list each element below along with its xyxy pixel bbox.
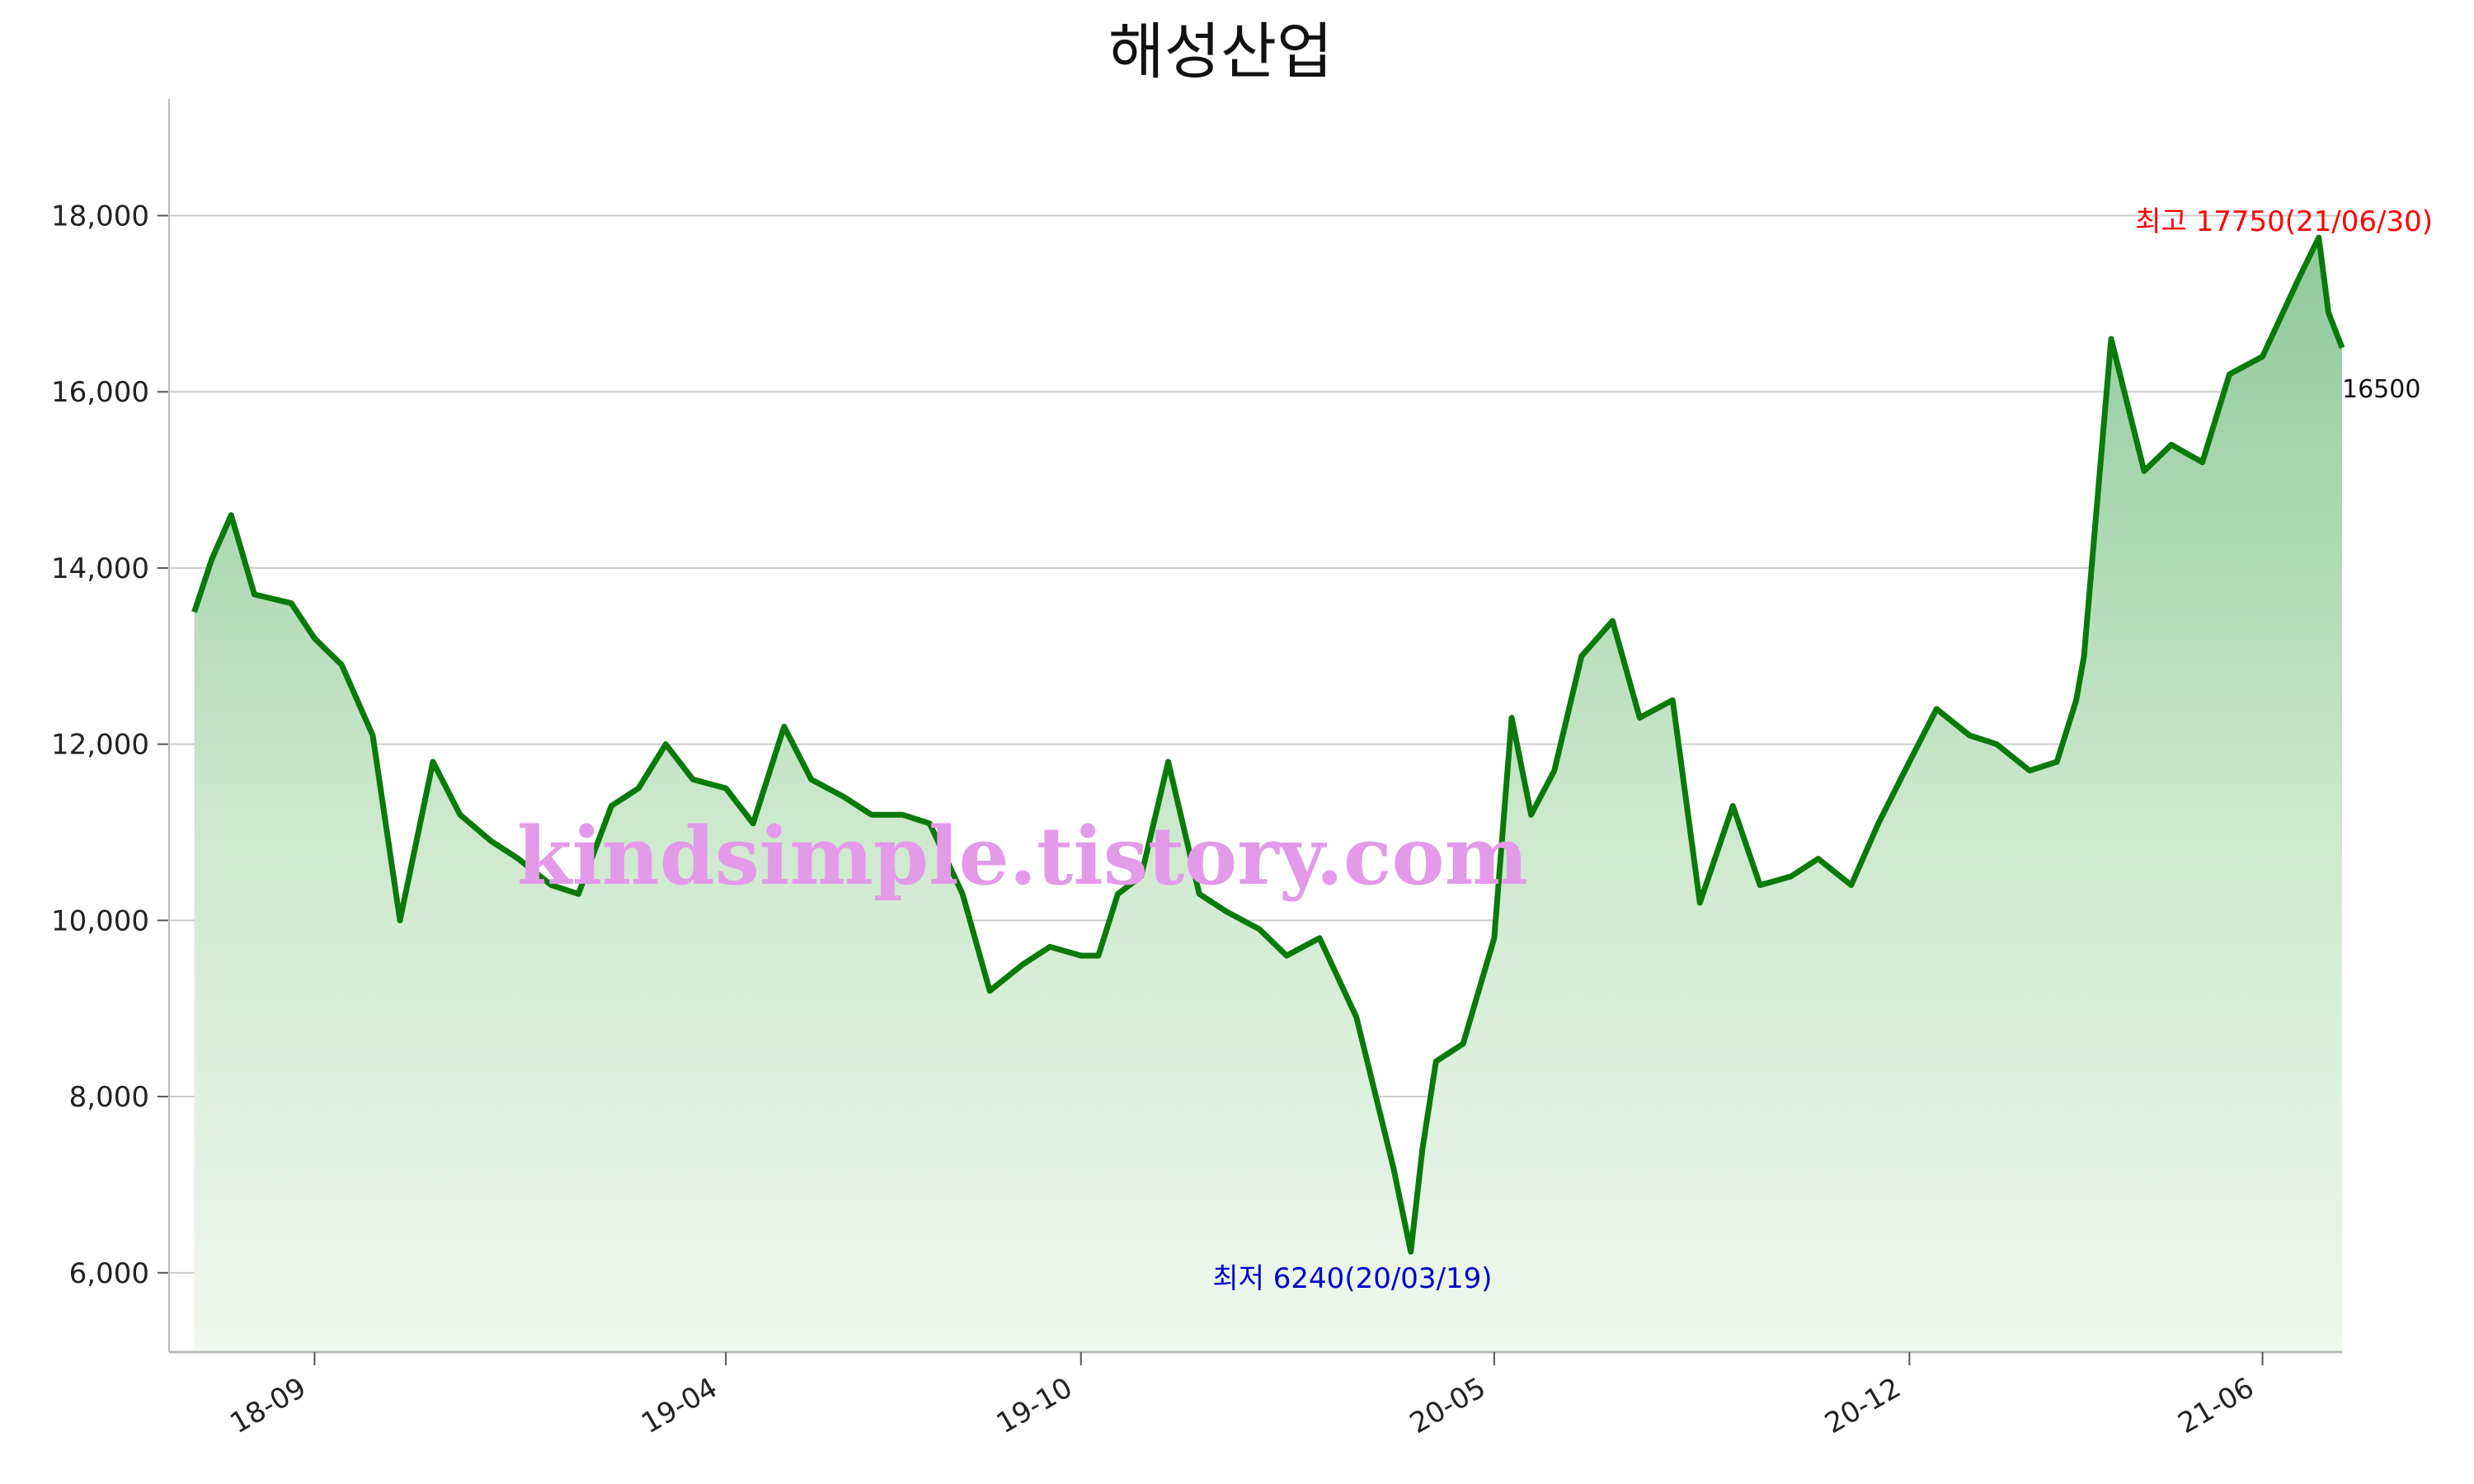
x-tick-label: 21-06	[2172, 1371, 2260, 1440]
x-tick-label: 19-04	[636, 1371, 723, 1440]
y-tick-label: 16,000	[51, 376, 149, 409]
area-fill-layer	[191, 234, 2345, 1353]
y-tick-label: 10,000	[51, 904, 149, 937]
watermark: kindsimple.tistory.com	[517, 810, 1528, 903]
chart-title: 해성산업	[1108, 16, 1333, 87]
y-tick-label: 14,000	[51, 552, 149, 585]
x-tick-label: 18-09	[224, 1371, 312, 1440]
low-annotation: 최저 6240(20/03/19)	[1212, 1262, 1492, 1295]
price-line	[191, 234, 2345, 1255]
y-tick-label: 18,000	[51, 200, 149, 233]
last-value-label: 16500	[2342, 375, 2420, 404]
high-annotation: 최고 17750(21/06/30)	[2135, 205, 2433, 238]
y-tick-label: 12,000	[51, 729, 149, 762]
price-area-fill	[194, 237, 2342, 1353]
x-tick-label: 20-05	[1404, 1371, 1492, 1440]
y-tick-label: 8,000	[69, 1081, 149, 1114]
x-tick-label: 19-10	[991, 1371, 1079, 1440]
x-tick-label: 20-12	[1819, 1371, 1907, 1440]
y-tick-label: 6,000	[69, 1257, 149, 1290]
